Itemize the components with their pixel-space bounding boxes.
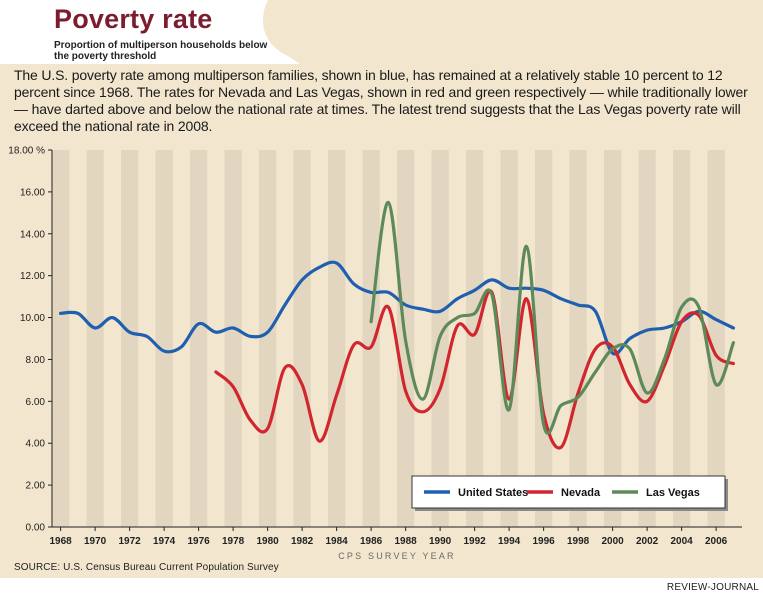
y-tick-label: 10.00 [20,313,45,324]
y-tick-label: 4.00 [26,439,46,450]
x-axis-label: CPS SURVEY YEAR [338,551,456,561]
y-tick-label: 16.00 [20,187,45,198]
legend-label: Las Vegas [646,487,700,499]
x-tick-label: 1972 [119,536,142,547]
grid-band [259,150,277,527]
publisher-credit: REVIEW-JOURNAL [666,582,759,593]
x-tick-label: 1974 [153,536,176,547]
grid-band [52,150,70,527]
source-note: SOURCE: U.S. Census Bureau Current Popul… [14,562,279,573]
grid-band [500,150,518,527]
series-line-las-vegas [369,200,735,435]
x-axis: 1968 1970 1972 1974 1976 1978 1980 1982 1984 1986… [50,526,742,561]
x-tick-label: 1980 [257,536,280,547]
y-tick-label: 18.00 % [8,146,45,157]
x-tick-label: 2002 [636,536,659,547]
series-line-united-states [59,260,735,356]
legend: United States Nevada Las Vegas [411,475,728,511]
x-tick-label: 1992 [464,536,487,547]
y-tick-label: 2.00 [26,481,46,492]
y-tick-label: 12.00 [20,271,45,282]
legend-box [411,475,726,509]
grid-band [638,150,656,527]
x-tick-label: 1990 [429,536,452,547]
x-tick-label: 1988 [395,536,418,547]
grid-band [569,150,587,527]
y-tick-label: 8.00 [26,355,46,366]
series-line-nevada [214,289,735,450]
page-title: Poverty rate [54,4,213,34]
grid-band [190,150,208,527]
title-tab [0,0,300,64]
poverty-rate-line-chart: 0.00 2.00 4.00 6.00 8.00 10.00 12.00 14.00 16.00… [8,146,742,561]
x-tick-label: 1982 [291,536,314,547]
x-tick-label: 2006 [705,536,728,547]
y-axis: 0.00 2.00 4.00 6.00 8.00 10.00 12.00 14.00 16.00… [8,146,53,534]
y-tick-label: 0.00 [26,523,46,534]
legend-label: Nevada [561,487,601,499]
grid-band [707,150,725,527]
description-text: The U.S. poverty rate among multiperson … [14,67,748,134]
x-tick-label: 1978 [222,536,245,547]
grid-band [362,150,380,527]
grid-band [224,150,242,527]
x-tick-label: 2004 [671,536,694,547]
y-tick-label: 6.00 [26,397,46,408]
series-lines [59,200,735,450]
x-tick-label: 1968 [50,536,73,547]
grid-band [86,150,104,527]
x-tick-label: 1996 [533,536,556,547]
grid-band [466,150,484,527]
x-tick-label: 1998 [567,536,590,547]
x-tick-label: 2000 [602,536,625,547]
y-tick-label: 14.00 [20,229,45,240]
grid-band [673,150,691,527]
x-tick-label: 1984 [326,536,349,547]
grid-band [293,150,311,527]
grid-band [535,150,553,527]
page-subtitle: Proportion of multiperson households bel… [54,40,268,62]
grid-band [328,150,346,527]
x-tick-label: 1976 [188,536,211,547]
legend-label: United States [458,487,528,499]
grid-bands [52,150,725,527]
grid-band [121,150,139,527]
grid-band [604,150,622,527]
grid-band [155,150,173,527]
x-tick-label: 1970 [84,536,107,547]
x-tick-label: 1994 [498,536,521,547]
x-tick-label: 1986 [360,536,383,547]
